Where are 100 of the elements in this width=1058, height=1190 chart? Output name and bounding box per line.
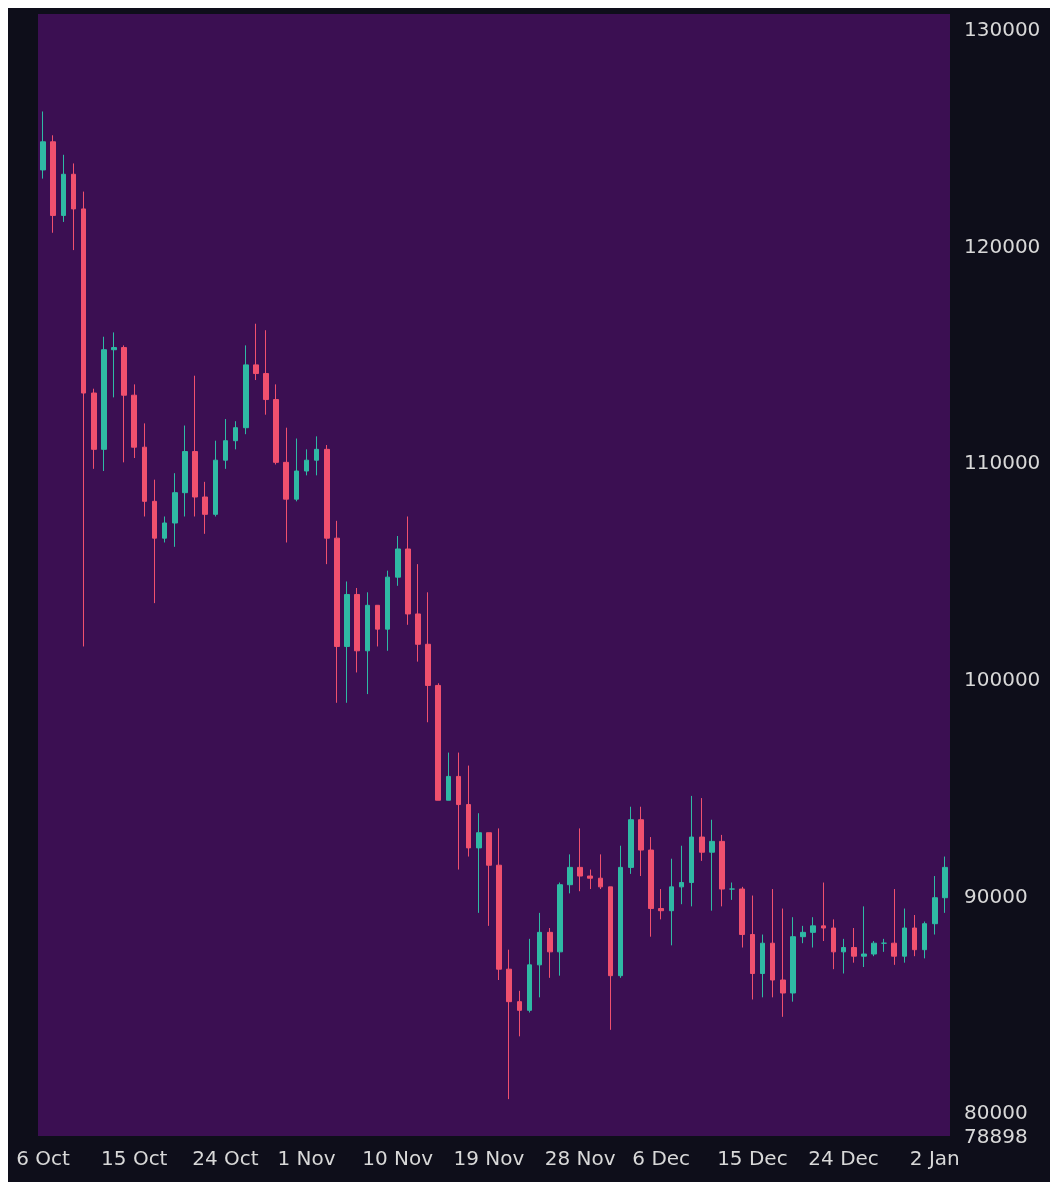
candlestick — [537, 912, 542, 998]
candlestick — [142, 422, 147, 517]
candlestick — [871, 940, 877, 957]
candlestick — [152, 479, 157, 604]
candlestick — [405, 516, 411, 626]
candlestick — [486, 832, 492, 927]
y-tick-label: 110000 — [964, 450, 1041, 475]
candlestick — [679, 845, 684, 905]
candlestick — [821, 882, 826, 942]
candlestick — [790, 916, 796, 1003]
candlestick — [648, 836, 654, 938]
candlestick — [365, 591, 370, 695]
candlestick — [729, 882, 735, 901]
x-tick-label: 15 Oct — [101, 1146, 168, 1170]
candlestick — [689, 795, 694, 907]
candlestick — [618, 845, 623, 979]
y-tick-label: 78898 — [964, 1124, 1028, 1148]
candlestick — [192, 375, 198, 517]
candlestick — [354, 587, 360, 673]
candlestick — [334, 520, 340, 704]
candlestick — [638, 806, 644, 877]
candlestick — [324, 444, 330, 565]
candlestick — [375, 604, 380, 647]
y-tick-label: 120000 — [964, 233, 1041, 258]
candlestick — [547, 927, 553, 979]
candlestick — [760, 934, 765, 998]
candlestick — [770, 888, 775, 998]
candlestick — [750, 895, 755, 1000]
candlestick — [172, 472, 178, 548]
candlestick — [273, 383, 279, 466]
x-tick-label: 2 Jan — [909, 1146, 960, 1170]
candlestick — [243, 344, 249, 435]
candlestick — [557, 882, 563, 977]
candlestick — [294, 438, 299, 502]
candlestick — [628, 806, 634, 875]
candlestick — [263, 329, 269, 416]
candlestick — [101, 336, 107, 472]
candlestick — [841, 938, 846, 975]
candlestick — [314, 435, 319, 476]
x-tick-label: 19 Nov — [453, 1146, 525, 1170]
x-tick-label: 6 Dec — [632, 1146, 691, 1170]
candlestick — [942, 856, 948, 914]
candlestick — [233, 420, 238, 450]
candlestick — [598, 853, 603, 890]
candlestick — [810, 916, 816, 949]
candlestick — [223, 418, 228, 470]
candlestick — [577, 827, 583, 892]
candlestick — [71, 162, 76, 251]
candlestick — [719, 834, 725, 907]
candlestick — [831, 918, 836, 970]
candlestick — [922, 921, 927, 959]
candlestick — [50, 134, 56, 234]
x-tick-label: 10 Nov — [362, 1146, 434, 1170]
candlestick — [253, 323, 259, 381]
candlestick — [385, 570, 390, 652]
x-tick-label: 1 Nov — [277, 1146, 336, 1170]
candlestick — [608, 886, 613, 1031]
candlestick — [567, 853, 573, 894]
x-tick-label: 24 Oct — [192, 1146, 259, 1170]
candlestick — [932, 875, 938, 936]
x-tick-label: 28 Nov — [544, 1146, 616, 1170]
candlestick — [213, 440, 218, 517]
candlestick — [739, 886, 745, 949]
candlestick — [61, 154, 66, 223]
candlestick — [496, 827, 502, 981]
candlestick — [851, 927, 857, 964]
candlestick — [111, 331, 117, 398]
x-tick-label: 6 Oct — [16, 1146, 71, 1170]
y-tick-label: 130000 — [964, 17, 1041, 42]
candlestick — [587, 869, 593, 890]
candlestick — [283, 427, 289, 543]
candlestick — [800, 925, 806, 944]
y-tick-label: 90000 — [964, 883, 1028, 908]
candlestick — [121, 344, 127, 463]
candlestick — [709, 819, 715, 912]
candlestick — [912, 914, 917, 957]
candlestick — [415, 563, 421, 663]
candlestick — [304, 448, 309, 476]
candlestick — [456, 752, 461, 871]
candlestick — [91, 388, 97, 470]
candlestick — [425, 591, 431, 723]
candlestick — [476, 812, 482, 914]
candlestick — [446, 752, 451, 801]
y-tick-label: 100000 — [964, 666, 1041, 691]
candlestick — [902, 908, 907, 964]
candlestick — [131, 383, 137, 459]
x-tick-label: 24 Dec — [808, 1146, 879, 1170]
candlestick — [881, 938, 887, 953]
candlestick — [202, 481, 208, 535]
candlestick — [517, 990, 522, 1037]
candlestick — [861, 905, 867, 968]
candlestick — [891, 888, 897, 966]
y-tick-label: 80000 — [964, 1100, 1028, 1125]
candlestick — [780, 908, 786, 1018]
candlestick — [162, 516, 167, 543]
x-tick-label: 15 Dec — [717, 1146, 788, 1170]
candlestick — [466, 765, 471, 858]
candlestick — [81, 191, 86, 647]
candlestick — [344, 580, 350, 704]
candlestick — [527, 938, 532, 1013]
